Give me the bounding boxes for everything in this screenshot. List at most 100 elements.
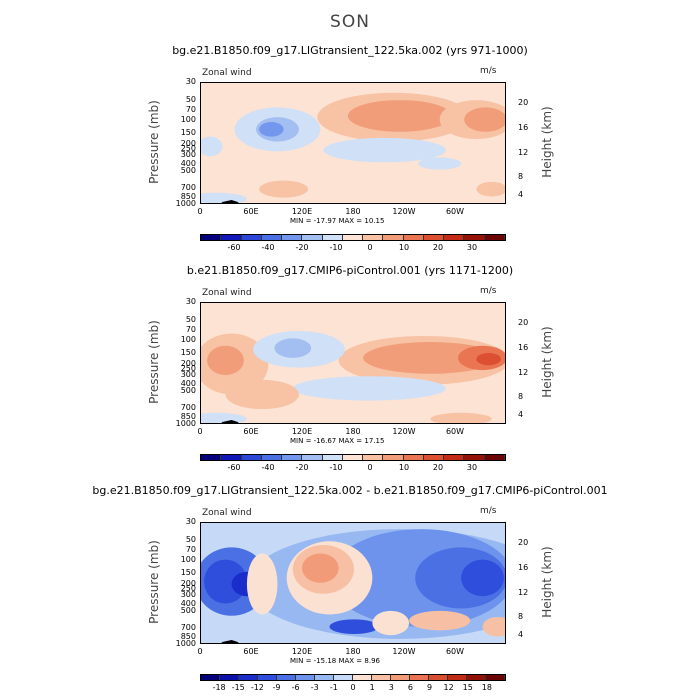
y-tick-label: 400 (180, 598, 196, 608)
y-tick-label: 100 (180, 334, 196, 344)
colorbar-swatch (423, 455, 445, 460)
colorbar-swatch (403, 235, 424, 240)
y-tick-label: 850 (180, 191, 196, 201)
y-right-tick-label: 16 (518, 123, 529, 133)
contour-region (329, 619, 379, 635)
colorbar-swatch (342, 455, 364, 460)
y-axis-label-right: Height (km) (540, 326, 554, 398)
colorbar-tick-label: 0 (367, 243, 373, 252)
colorbar-swatch (241, 455, 262, 460)
contour-region (461, 559, 504, 597)
min-max-label: MIN = -16.67 MAX = 17.15 (290, 437, 385, 445)
y-tick-label: 200 (180, 359, 196, 369)
colorbar-tick-label: 10 (398, 243, 410, 252)
colorbar-swatch (363, 235, 384, 240)
x-tick-label: 120E (291, 207, 313, 216)
colorbar-tick-label: 12 (443, 683, 454, 692)
contour-region (409, 610, 471, 631)
colorbar-swatch (221, 235, 242, 240)
colorbar-tick-label: -60 (227, 463, 241, 472)
colorbar-swatch (302, 455, 323, 460)
x-tick-label: 0 (197, 207, 203, 216)
y-right-tick-label: 12 (518, 147, 529, 157)
contour-region (301, 553, 339, 583)
colorbar (200, 674, 506, 681)
colorbar-swatch (258, 675, 277, 680)
contour-region (347, 100, 452, 132)
colorbar-swatch (221, 455, 242, 460)
colorbar-tick-label: -18 (212, 683, 226, 692)
contour-region (259, 180, 309, 198)
colorbar-tick-label: 18 (481, 683, 492, 692)
contour-region (207, 345, 244, 375)
contour-region (201, 192, 247, 203)
colorbar-swatch (464, 455, 485, 460)
x-tick-label: 120E (291, 647, 313, 656)
y-tick-label: 30 (185, 77, 196, 86)
contour-plot (200, 302, 506, 424)
y-tick-label: 50 (185, 315, 196, 325)
colorbar-tick-label: -6 (291, 683, 300, 692)
y-tick-label: 300 (180, 590, 196, 600)
colorbar-swatch (484, 235, 505, 240)
min-max-label: MIN = -17.97 MAX = 10.15 (290, 217, 385, 225)
contour-region (201, 136, 223, 157)
contour-region (372, 610, 410, 636)
contour-region (418, 157, 462, 170)
contour-region (274, 338, 312, 358)
colorbar-swatch (383, 455, 404, 460)
x-tick-label: 0 (197, 427, 203, 436)
min-max-label: MIN = -15.18 MAX = 8.96 (290, 657, 380, 665)
contour-region (482, 616, 505, 637)
y-tick-label: 30 (185, 297, 196, 306)
y-axis-label-right: Height (km) (540, 106, 554, 178)
y-tick-label: 300 (180, 150, 196, 160)
y-tick-label: 150 (180, 128, 196, 138)
colorbar-tick-label: 0 (367, 463, 373, 472)
y-tick-label: 400 (180, 158, 196, 168)
colorbar-swatch (423, 235, 445, 240)
y-tick-label: 400 (180, 378, 196, 388)
y-tick-label: 1000 (175, 639, 196, 648)
y-tick-label: 850 (180, 411, 196, 421)
y-tick-label: 200 (180, 579, 196, 589)
y-tick-label: 50 (185, 535, 196, 545)
colorbar-swatch (467, 675, 486, 680)
x-tick-label: 60W (445, 647, 465, 656)
colorbar-swatch (363, 455, 384, 460)
contour-region (323, 137, 446, 163)
y-right-tick-label: 12 (518, 587, 529, 597)
panel-title: bg.e21.B1850.f09_g17.LIGtransient_122.5k… (172, 44, 528, 57)
corner-label-left: Zonal wind (202, 288, 252, 298)
y-tick-label: 500 (180, 386, 196, 396)
x-tick-label: 180 (345, 427, 361, 436)
x-tick-label: 180 (345, 207, 361, 216)
colorbar-swatch (220, 675, 239, 680)
colorbar-tick-label: 20 (432, 463, 444, 472)
colorbar-swatch (302, 235, 323, 240)
contour-region (464, 107, 505, 132)
colorbar-swatch (484, 455, 505, 460)
colorbar-tick-label: 6 (407, 683, 413, 692)
colorbar-tick-label: 1 (369, 683, 375, 692)
y-right-tick-label: 4 (518, 630, 524, 640)
y-right-tick-label: 16 (518, 563, 529, 573)
y-tick-label: 850 (180, 631, 196, 641)
colorbar-swatch (372, 675, 391, 680)
colorbar-swatch (201, 455, 222, 460)
colorbar-tick-label: 30 (466, 243, 478, 252)
y-tick-label: 250 (180, 364, 196, 374)
colorbar-swatch (448, 675, 467, 680)
y-tick-label: 700 (180, 403, 196, 413)
x-tick-label: 120W (392, 647, 416, 656)
units-label: m/s (480, 66, 497, 76)
colorbar-swatch (282, 235, 303, 240)
colorbar-tick-label: -60 (227, 243, 241, 252)
contour-region (201, 412, 247, 423)
y-tick-label: 50 (185, 95, 196, 105)
colorbar-swatch (391, 675, 410, 680)
y-axis-label-right: Height (km) (540, 546, 554, 618)
units-label: m/s (480, 506, 497, 516)
colorbar-tick-label: 9 (426, 683, 433, 692)
colorbar-tick-label: 15 (462, 683, 473, 692)
